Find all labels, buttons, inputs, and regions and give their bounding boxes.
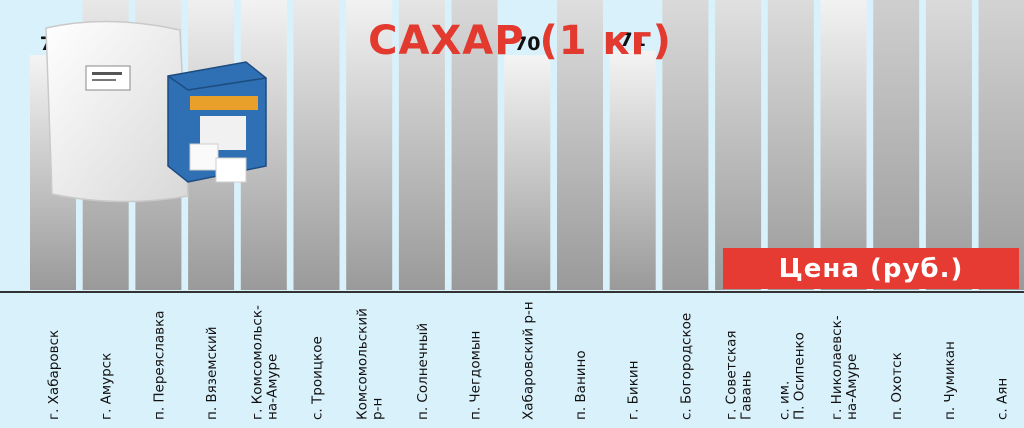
tick-label: Комсомольскийр-н [355, 308, 386, 420]
bar [398, 0, 445, 291]
bar-value-label: 70 [514, 33, 540, 55]
tick-label-line: г. Советская [724, 331, 740, 420]
tick-label: п. Вяземский [204, 326, 220, 420]
tick-label-line: Гавань [739, 370, 755, 420]
tick-label: г. Хабаровск [46, 330, 62, 420]
bar [978, 0, 1024, 291]
bar [662, 0, 709, 290]
tick-label: г. Амурск [99, 353, 115, 420]
bar [293, 0, 340, 290]
tick-label-line: п. Чегдомын [468, 331, 484, 420]
bar [873, 0, 920, 290]
tick-label-line: с. Троицкое [310, 336, 326, 420]
price-unit-label: Цена (руб.) [723, 248, 1019, 289]
tick-label-line: Хабаровский р-н [520, 301, 536, 420]
tick-label-line: г. Бикин [626, 361, 642, 420]
bar [767, 0, 814, 291]
tick-label: п. Солнечный [415, 323, 431, 420]
bar [820, 0, 867, 290]
chart-title: САХАР (1 кг) [368, 18, 672, 64]
tick-label-line: на-Амуре [844, 354, 860, 420]
tick-label: п. Охотск [889, 352, 905, 420]
bar [346, 0, 393, 290]
tick-label-line: п. Охотск [889, 352, 905, 420]
tick-label-line: г. Комсомольск- [249, 305, 265, 420]
tick-label: г. Комсомольск-на-Амуре [249, 305, 280, 420]
tick-label-line: с. Богородское [678, 313, 694, 420]
tick-label: с. Богородское [678, 313, 694, 420]
tick-label: с. Аян [995, 378, 1011, 420]
tick-label-line: с. им. [776, 381, 792, 420]
tick-label-line: г. Хабаровск [46, 330, 62, 420]
tick-label-line: п. Чумикан [942, 341, 958, 420]
tick-label-line: с. Аян [995, 378, 1011, 420]
tick-label-line: п. Солнечный [415, 323, 431, 420]
tick-label-line: г. Николаевск- [829, 315, 845, 420]
tick-label: п. Ванино [573, 350, 589, 420]
tick-label-line: Комсомольский [355, 308, 371, 420]
tick-label: г. Бикин [626, 361, 642, 420]
tick-label: п. Переяславка [151, 310, 167, 420]
bar [451, 0, 498, 290]
tick-label-line: р-н [370, 398, 386, 420]
tick-label: г. Николаевск-на-Амуре [829, 315, 860, 420]
bar-value-label: 71 [619, 29, 645, 51]
bar [715, 0, 762, 291]
tick-label: п. Чумикан [942, 341, 958, 420]
bar [609, 50, 656, 290]
bar [504, 55, 551, 291]
tick-label-line: П. Осипенко [791, 332, 807, 420]
tick-label-line: п. Ванино [573, 350, 589, 420]
tick-label: с. им.П. Осипенко [776, 332, 807, 420]
bar [557, 0, 603, 290]
tick-labels-group: г. Хабаровск г. Амурск п. Переяславка п. Вя… [46, 301, 1011, 420]
tick-label-line: на-Амуре [264, 354, 280, 420]
bar [925, 0, 972, 290]
tick-label: Хабаровский р-н [520, 301, 536, 420]
tick-label-line: п. Вяземский [204, 326, 220, 420]
tick-label-line: п. Переяславка [151, 310, 167, 420]
sugar-products-illustration [45, 20, 267, 203]
tick-label: п. Чегдомын [468, 331, 484, 420]
tick-label-line: г. Амурск [99, 353, 115, 420]
tick-label: с. Троицкое [310, 336, 326, 420]
tick-label: г. СоветскаяГавань [724, 331, 755, 420]
